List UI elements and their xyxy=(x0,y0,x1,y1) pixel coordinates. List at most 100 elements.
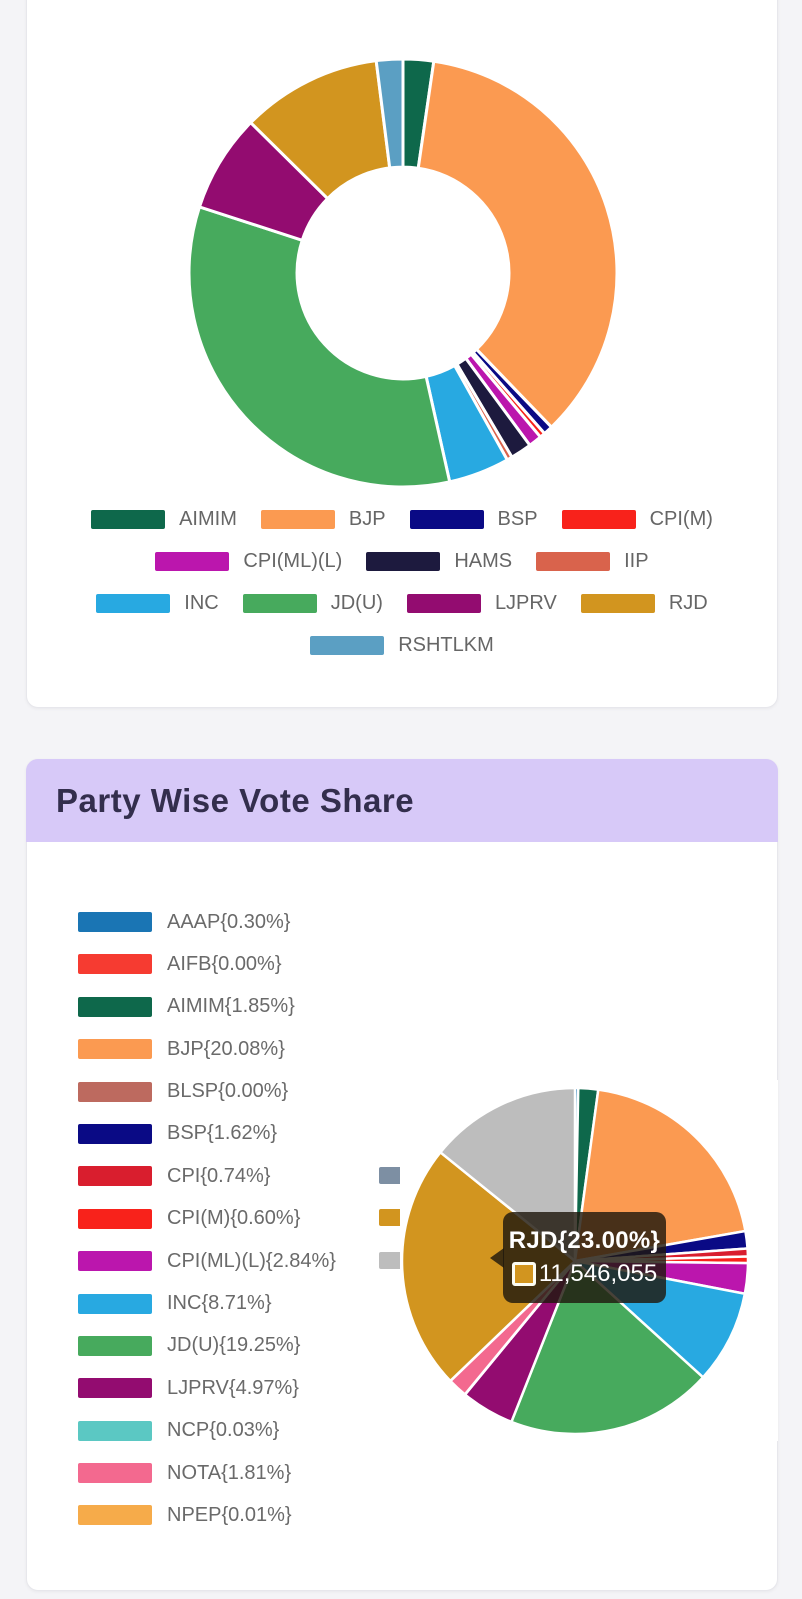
legend-item-cpi-m-0-60[interactable]: CPI(M){0.60%} xyxy=(78,1207,336,1230)
legend-label: INC xyxy=(184,592,219,614)
tooltip-arrow-icon xyxy=(490,1248,504,1268)
legend-swatch-icon xyxy=(561,510,636,529)
legend-label: LJPRV xyxy=(494,592,557,614)
legend-item-bsp[interactable]: BSP xyxy=(409,508,538,531)
legend-item-ncp-0-03[interactable]: NCP{0.03%} xyxy=(78,1419,336,1442)
legend-label: LJPRV{4.97%} xyxy=(167,1376,299,1399)
legend-item-aifb-0-00[interactable]: AIFB{0.00%} xyxy=(78,952,336,975)
legend-label: CPI(ML)(L) xyxy=(243,550,343,572)
vote-share-card-header: Party Wise Vote Share xyxy=(26,759,778,842)
legend-label: AIFB{0.00%} xyxy=(167,952,282,975)
legend-label: RJD xyxy=(668,592,708,614)
legend-swatch-icon xyxy=(78,1463,152,1484)
page-title: Party Wise Vote Share xyxy=(56,781,415,819)
legend-label: INC{8.71%} xyxy=(167,1292,272,1315)
legend-label: BJP xyxy=(348,508,386,530)
legend-swatch-icon xyxy=(155,552,230,571)
donut-slice-jd-u[interactable] xyxy=(189,204,452,487)
legend-label: JD(U) xyxy=(330,592,383,614)
legend-swatch-icon xyxy=(78,1335,152,1356)
legend-label: AIMIM xyxy=(179,508,237,530)
legend-label: NOTA{1.81%} xyxy=(167,1461,292,1484)
legend-item-aimim[interactable]: AIMIM xyxy=(91,508,237,531)
legend-swatch-icon xyxy=(78,1293,152,1314)
legend-item-ljprv[interactable]: LJPRV xyxy=(406,592,557,615)
legend-label: CPI{0.74%} xyxy=(167,1164,271,1187)
legend-row: INC JD(U) LJPRV RJD xyxy=(26,592,778,615)
legend-item-cpi-0-74[interactable]: CPI{0.74%} xyxy=(78,1164,336,1187)
legend-swatch-icon xyxy=(78,1081,152,1102)
legend-item-jd-u-19-25[interactable]: JD(U){19.25%} xyxy=(78,1334,336,1357)
chart-tooltip: RJD{23.00%} 11,546,055 xyxy=(490,1212,666,1303)
legend-label: NCP{0.03%} xyxy=(167,1419,280,1442)
legend-item-bjp-20-08[interactable]: BJP{20.08%} xyxy=(78,1037,336,1060)
legend-swatch-icon xyxy=(78,1208,152,1229)
legend-item-bjp[interactable]: BJP xyxy=(260,508,386,531)
legend-swatch-icon xyxy=(536,552,611,571)
legend-item-cpi-ml-l-2-84[interactable]: CPI(ML)(L){2.84%} xyxy=(78,1249,336,1272)
legend-item-inc-8-71[interactable]: INC{8.71%} xyxy=(78,1292,336,1315)
vote-share-legend: AAAP{0.30%} AIFB{0.00%} AIMIM{1.85%} BJP{20… xyxy=(78,910,336,1548)
legend-swatch-icon xyxy=(580,594,655,613)
legend-label: CPI(ML)(L){2.84%} xyxy=(167,1249,336,1272)
legend-item-jd-u[interactable]: JD(U) xyxy=(242,592,383,615)
legend-swatch-icon xyxy=(78,1505,152,1526)
legend-label: AAAP{0.30%} xyxy=(167,910,291,933)
legend-swatch-icon xyxy=(78,1039,152,1060)
legend-item-rjd[interactable]: RJD xyxy=(580,592,708,615)
legend-swatch-icon xyxy=(91,510,166,529)
legend-label: BSP{1.62%} xyxy=(167,1122,278,1145)
legend-item-nota-1-81[interactable]: NOTA{1.81%} xyxy=(78,1461,336,1484)
legend-swatch-icon xyxy=(406,594,481,613)
tooltip-title: RJD{23.00%} xyxy=(508,1227,661,1254)
legend-swatch-icon xyxy=(96,594,171,613)
legend-swatch-icon xyxy=(242,594,317,613)
legend-row: AIMIM BJP BSP CPI(M) xyxy=(26,508,778,531)
legend-item-hams[interactable]: HAMS xyxy=(366,550,512,573)
legend-item-blsp-0-00[interactable]: BLSP{0.00%} xyxy=(78,1080,336,1103)
legend-swatch-icon xyxy=(78,1166,152,1187)
tooltip-value: 11,546,055 xyxy=(538,1260,658,1287)
legend-label: BLSP{0.00%} xyxy=(167,1080,289,1103)
legend-swatch-icon xyxy=(366,552,441,571)
legend-swatch-icon xyxy=(260,510,335,529)
legend-swatch-icon xyxy=(78,1251,152,1272)
legend-item-inc[interactable]: INC xyxy=(96,592,219,615)
legend-row: RSHTLKM xyxy=(26,634,778,657)
legend-swatch-icon xyxy=(409,510,484,529)
legend-label: CPI(M) xyxy=(649,508,713,530)
legend-item-rshtlkm[interactable]: RSHTLKM xyxy=(310,634,494,657)
pie-slice-jd-u[interactable] xyxy=(509,1258,705,1436)
legend-label: RSHTLKM xyxy=(398,634,494,656)
legend-item-aaap-0-30[interactable]: AAAP{0.30%} xyxy=(78,910,336,933)
legend-item-npep-0-01[interactable]: NPEP{0.01%} xyxy=(78,1503,336,1526)
legend-swatch-icon xyxy=(78,1378,152,1399)
donut-slice-bjp[interactable] xyxy=(416,59,617,430)
legend-swatch-icon xyxy=(78,996,152,1017)
legend-swatch-icon xyxy=(310,636,385,655)
legend-label: JD(U){19.25%} xyxy=(167,1334,301,1357)
legend-item-cpi-ml-l[interactable]: CPI(ML)(L) xyxy=(155,550,342,573)
legend-item-aimim-1-85[interactable]: AIMIM{1.85%} xyxy=(78,995,336,1018)
legend-swatch-icon xyxy=(78,1420,152,1441)
legend-label: NPEP{0.01%} xyxy=(167,1503,292,1526)
legend-row: CPI(ML)(L) HAMS IIP xyxy=(26,550,778,573)
donut-slice-rshtlkm[interactable] xyxy=(374,59,405,170)
legend-swatch-icon xyxy=(78,912,152,932)
tooltip-series-swatch-icon xyxy=(511,1262,536,1286)
tooltip-value-row: 11,546,055 xyxy=(511,1260,658,1288)
legend-swatch-icon xyxy=(78,1123,152,1144)
legend-item-iip[interactable]: IIP xyxy=(536,550,649,573)
legend-label: CPI(M){0.60%} xyxy=(167,1207,301,1230)
legend-label: AIMIM{1.85%} xyxy=(167,995,295,1018)
legend-swatch-icon xyxy=(78,954,152,975)
legend-label: BJP{20.08%} xyxy=(167,1037,285,1060)
pie-slice-rjd[interactable] xyxy=(400,1150,577,1383)
donut-chart-legend: AIMIM BJP BSP CPI(M) CPI(ML)(L) HAMS IIP INC JD(… xyxy=(26,508,778,678)
legend-item-cpi-m[interactable]: CPI(M) xyxy=(561,508,713,531)
legend-label: BSP xyxy=(497,508,538,530)
legend-item-bsp-1-62[interactable]: BSP{1.62%} xyxy=(78,1122,336,1145)
legend-label: HAMS xyxy=(454,550,513,572)
legend-item-ljprv-4-97[interactable]: LJPRV{4.97%} xyxy=(78,1376,336,1399)
donut-chart[interactable] xyxy=(189,59,617,487)
